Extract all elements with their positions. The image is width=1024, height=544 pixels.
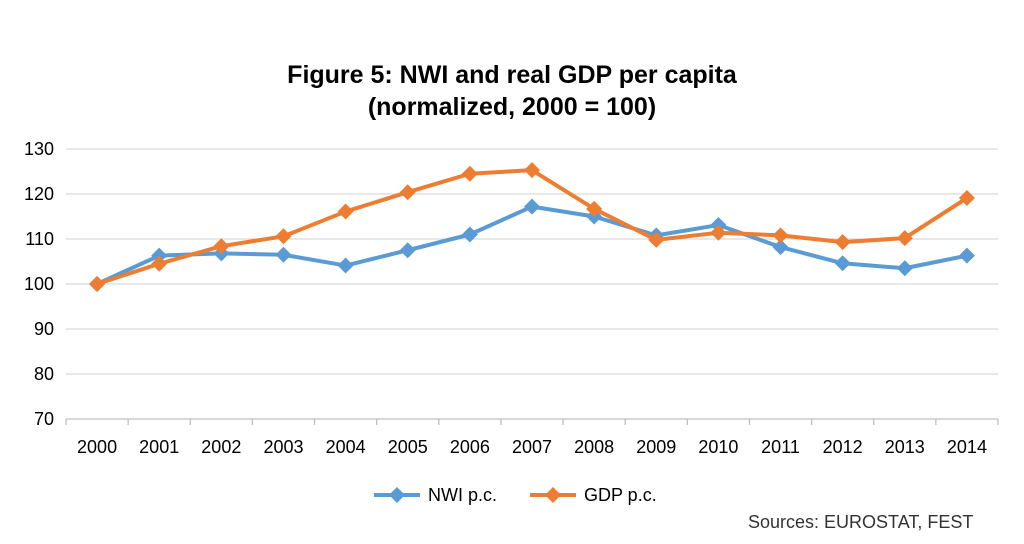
x-tick-label: 2007 [512,437,552,457]
legend-label: GDP p.c. [584,485,657,505]
legend-marker [545,487,561,503]
series-layer [89,162,975,292]
data-point-marker [89,276,106,292]
legend: NWI p.c. GDP p.c. [374,485,657,505]
y-tick-label: 110 [25,229,54,249]
legend-marker [389,487,405,503]
data-point-marker [834,234,851,251]
x-tick-label: 2001 [139,437,179,457]
data-point-marker [275,246,292,263]
data-point-marker [151,247,168,264]
x-tick-label: 2011 [761,437,800,457]
data-point-marker [461,165,478,182]
x-tick-label: 2008 [574,437,614,457]
data-point-marker [896,260,913,277]
data-point-marker [958,190,975,207]
x-tick-label: 2010 [698,437,738,457]
y-tick-label: 130 [24,139,54,159]
y-tick-label: 90 [34,319,54,339]
legend-label: NWI p.c. [428,485,497,505]
x-tick-label: 2013 [885,437,925,457]
y-tick-label: 100 [24,274,54,294]
gridlines [66,148,998,375]
series-gdp [89,162,975,292]
x-tick-label: 2014 [947,437,987,457]
data-point-marker [586,200,603,217]
data-point-marker [399,242,416,259]
data-point-marker [896,230,913,247]
data-point-marker [213,238,230,255]
data-point-marker [337,203,354,220]
legend-item: GDP p.c. [530,485,657,505]
data-point-marker [772,227,789,244]
source-note: Sources: EUROSTAT, FEST [748,512,973,532]
x-tick-label: 2003 [263,437,303,457]
data-point-marker [524,198,540,215]
data-point-marker [834,255,851,272]
legend-item: NWI p.c. [374,485,497,505]
data-point-marker [524,162,540,179]
chart-title: Figure 5: NWI and real GDP per capita [287,61,738,89]
y-tick-label: 80 [34,364,54,384]
y-tick-label: 120 [24,184,54,204]
x-tick-label: 2005 [388,437,428,457]
series-line [95,168,969,286]
data-point-marker [399,184,416,201]
data-point-marker [337,257,354,274]
x-tick-label: 2000 [77,437,117,457]
axes: 70 80 90 100 110 120 130 2000 2001 2002 2003 2004 20… [24,139,999,457]
x-tick-label: 2004 [326,437,366,457]
x-tick-label: 2012 [823,437,863,457]
x-tick-label: 2006 [450,437,490,457]
data-point-marker [275,228,292,245]
data-point-marker [772,239,789,256]
x-tick-label: 2009 [636,437,676,457]
data-point-marker [151,255,168,272]
data-point-marker [710,224,727,241]
x-tick-label: 2002 [201,437,241,457]
data-point-marker [648,231,665,248]
y-tick-label: 70 [34,409,54,429]
data-point-marker [958,247,975,264]
chart-subtitle: (normalized, 2000 = 100) [368,93,656,121]
data-point-marker [461,226,478,243]
